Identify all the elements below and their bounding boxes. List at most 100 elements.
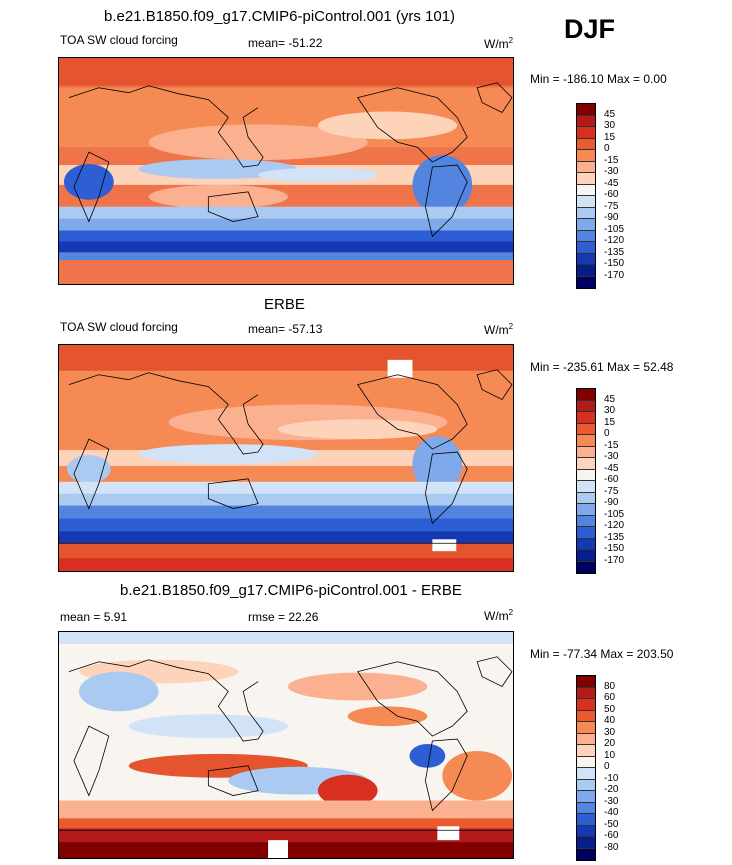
colorbar-box — [577, 504, 595, 516]
colorbar-box — [577, 676, 595, 688]
panel3-rmse: rmse = 22.26 — [248, 610, 318, 624]
colorbar-tick-label: 80 — [604, 680, 616, 692]
panel1-title: b.e21.B1850.f09_g17.CMIP6-piControl.001 … — [104, 8, 456, 25]
colorbar-box — [577, 230, 595, 242]
colorbar-tick-label: -170 — [604, 554, 625, 566]
panel2-title: ERBE — [264, 296, 305, 313]
colorbar-box — [577, 527, 595, 539]
panel1-mean-value: -51.22 — [288, 36, 323, 50]
panel1-mean: mean= -51.22 — [248, 36, 322, 50]
colorbar-box — [577, 127, 595, 139]
panel3-map — [58, 631, 514, 859]
colorbar-box — [577, 115, 595, 127]
panel3-mean-value: 5.91 — [103, 610, 128, 624]
panel3-mean-label: mean = — [60, 610, 101, 624]
colorbar-box — [577, 253, 595, 265]
colorbar-tick-label: -105 — [604, 223, 625, 235]
panel3-title: b.e21.B1850.f09_g17.CMIP6-piControl.001 … — [120, 582, 462, 599]
panel3-colorbar — [576, 675, 596, 861]
colorbar-box — [577, 207, 595, 219]
colorbar-box — [577, 550, 595, 562]
colorbar-box — [577, 538, 595, 550]
colorbar-box — [577, 733, 595, 745]
colorbar-box — [577, 104, 595, 116]
colorbar-box — [577, 515, 595, 527]
colorbar-tick-label: -105 — [604, 508, 625, 520]
colorbar-box — [577, 446, 595, 458]
colorbar-box — [577, 848, 595, 860]
colorbar-tick-label: -90 — [604, 212, 619, 223]
colorbar-tick-label: -135 — [604, 246, 625, 258]
colorbar-box — [577, 469, 595, 481]
panel2-field — [59, 345, 513, 571]
colorbar-tick-label: -20 — [604, 784, 619, 795]
colorbar-box — [577, 779, 595, 791]
colorbar-tick-label: -15 — [604, 154, 619, 166]
panel2-minmax: Min = -235.61 Max = 52.48 — [530, 360, 674, 374]
panel3-rmse-value: 22.26 — [288, 610, 319, 624]
colorbar-tick-label: -30 — [604, 451, 619, 462]
colorbar-tick-label: 40 — [604, 715, 616, 726]
panel1-field — [59, 58, 513, 284]
panel2-variable: TOA SW cloud forcing — [60, 320, 178, 334]
colorbar-box — [577, 196, 595, 208]
colorbar-box — [577, 173, 595, 185]
colorbar-box — [577, 435, 595, 447]
colorbar-tick-label: -120 — [604, 520, 625, 531]
colorbar-box — [577, 184, 595, 196]
colorbar-box — [577, 219, 595, 231]
colorbar-box — [577, 161, 595, 173]
panel2-mean: mean= -57.13 — [248, 322, 322, 336]
panel1-colorbar-boxes — [577, 104, 595, 288]
colorbar-box — [577, 276, 595, 288]
colorbar-tick-label: -10 — [604, 772, 619, 784]
panel3-units: W/m2 — [484, 608, 514, 623]
colorbar-tick-label: -50 — [604, 818, 619, 830]
colorbar-tick-label: -45 — [604, 177, 619, 189]
panel1-map — [58, 57, 514, 285]
colorbar-box — [577, 150, 595, 162]
colorbar-box — [577, 423, 595, 435]
colorbar-box — [577, 710, 595, 722]
colorbar-tick-label: -45 — [604, 462, 619, 474]
colorbar-tick-label: -60 — [604, 189, 619, 200]
colorbar-tick-label: 0 — [604, 143, 610, 154]
colorbar-box — [577, 561, 595, 573]
panel1-colorbar — [576, 103, 596, 289]
panel1-units: W/m2 — [484, 36, 514, 51]
colorbar-box — [577, 768, 595, 780]
colorbar-box — [577, 389, 595, 401]
colorbar-tick-label: -135 — [604, 531, 625, 543]
colorbar-box — [577, 802, 595, 814]
panel2-map — [58, 344, 514, 572]
colorbar-box — [577, 814, 595, 826]
panel2-mean-label: mean= — [248, 322, 286, 336]
panel1-variable: TOA SW cloud forcing — [60, 33, 178, 47]
colorbar-tick-label: -75 — [604, 200, 619, 212]
colorbar-tick-label: -90 — [604, 497, 619, 508]
colorbar-tick-label: 45 — [604, 108, 616, 120]
colorbar-tick-label: 30 — [604, 726, 616, 738]
colorbar-tick-label: -40 — [604, 807, 619, 818]
panel2-mean-value: -57.13 — [288, 322, 323, 336]
colorbar-tick-label: -150 — [604, 543, 625, 554]
colorbar-tick-label: -30 — [604, 166, 619, 177]
colorbar-tick-label: 15 — [604, 416, 616, 428]
colorbar-box — [577, 825, 595, 837]
colorbar-box — [577, 458, 595, 470]
panel3-colorbar-boxes — [577, 676, 595, 860]
colorbar-box — [577, 745, 595, 757]
colorbar-box — [577, 722, 595, 734]
colorbar-tick-label: 0 — [604, 761, 610, 772]
colorbar-tick-label: -170 — [604, 269, 625, 281]
panel3-minmax: Min = -77.34 Max = 203.50 — [530, 647, 674, 661]
colorbar-tick-label: 45 — [604, 393, 616, 405]
colorbar-box — [577, 837, 595, 849]
colorbar-tick-label: -150 — [604, 258, 625, 269]
colorbar-tick-label: 0 — [604, 428, 610, 439]
colorbar-tick-label: -60 — [604, 474, 619, 485]
colorbar-tick-label: -120 — [604, 235, 625, 246]
panel3-rmse-label: rmse = — [248, 610, 286, 624]
colorbar-tick-label: 20 — [604, 738, 616, 749]
colorbar-tick-label: 30 — [604, 405, 616, 416]
